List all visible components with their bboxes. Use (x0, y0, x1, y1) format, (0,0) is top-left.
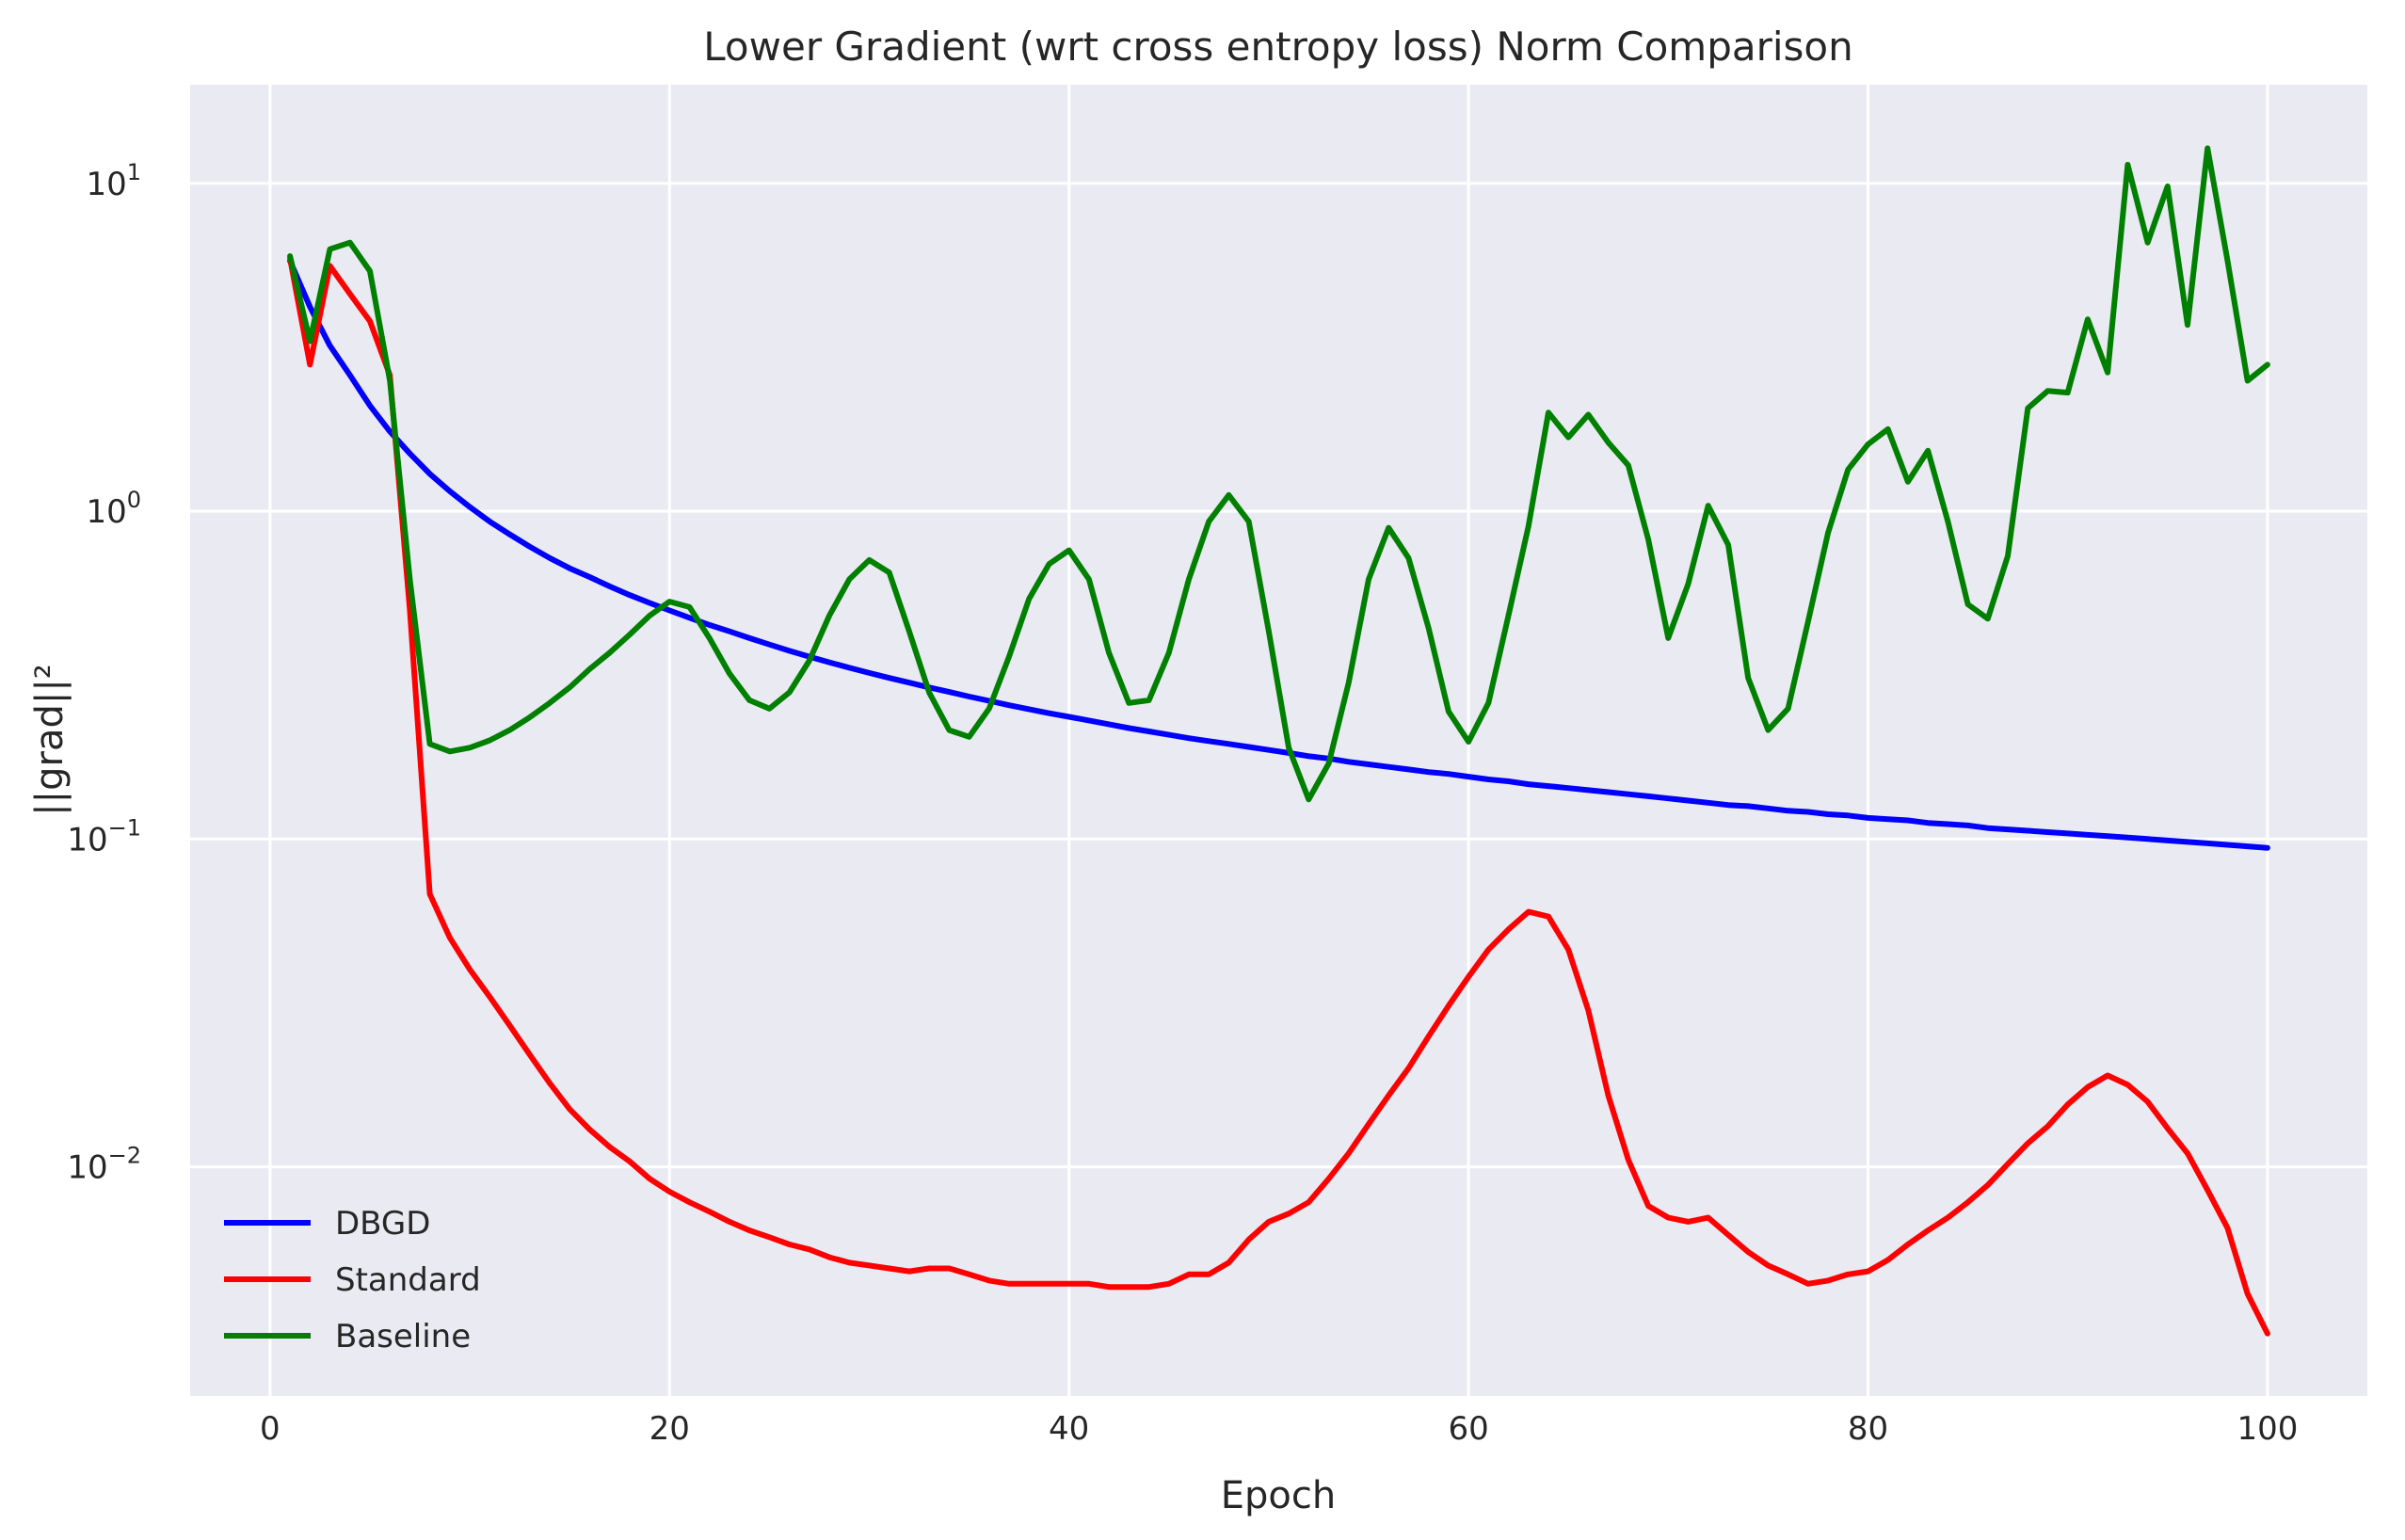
y-tick-base: 10 (86, 493, 126, 531)
y-tick-exponent: −2 (108, 1143, 141, 1169)
grid-x (268, 85, 2269, 1396)
x-tick-label: 60 (1448, 1410, 1488, 1448)
x-tick-labels: 0 20 40 60 80 100 (260, 1410, 2298, 1448)
y-tick-label: 101 (86, 159, 141, 203)
x-tick-label: 80 (1848, 1410, 1888, 1448)
series-group (287, 145, 2270, 1337)
legend: DBGD Standard Baseline (224, 1205, 481, 1356)
x-tick-label: 20 (649, 1410, 690, 1448)
y-tick-label: 10−1 (67, 814, 141, 858)
chart-title: Lower Gradient (wrt cross entropy loss) … (703, 24, 1852, 70)
legend-label: Baseline (335, 1318, 471, 1356)
x-axis-label: Epoch (1221, 1474, 1336, 1517)
y-tick-label: 100 (86, 487, 141, 531)
y-tick-label: 10−2 (67, 1143, 141, 1187)
y-tick-exponent: −1 (108, 814, 141, 841)
y-tick-exponent: 0 (127, 487, 141, 513)
x-tick-label: 0 (260, 1410, 281, 1448)
x-tick-label: 40 (1049, 1410, 1089, 1448)
legend-label: Standard (335, 1261, 481, 1299)
series-line-baseline (287, 145, 2270, 803)
series-line-dbgd (287, 258, 2270, 851)
x-tick-label: 100 (2237, 1410, 2298, 1448)
y-tick-base: 10 (86, 166, 126, 203)
y-tick-exponent: 1 (127, 159, 141, 185)
series-line-standard (287, 255, 2270, 1337)
y-tick-base: 10 (67, 821, 107, 858)
y-tick-base: 10 (67, 1149, 107, 1187)
legend-label: DBGD (335, 1205, 430, 1243)
y-axis-label: ||grad||² (28, 664, 72, 816)
plot-background (190, 85, 2367, 1396)
